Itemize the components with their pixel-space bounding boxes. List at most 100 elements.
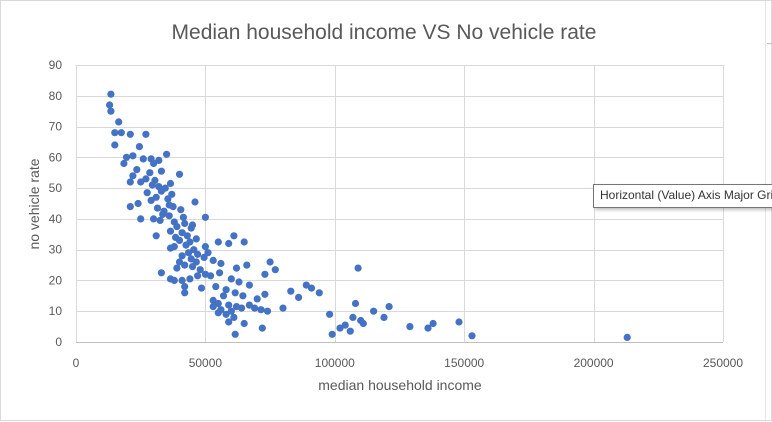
data-point[interactable] (106, 101, 114, 109)
resize-handle-edge[interactable] (765, 1, 772, 422)
data-point[interactable] (107, 107, 115, 115)
x-axis-tick-labels[interactable]: 0 50000 100000 150000 200000 250000 (73, 356, 744, 370)
data-point[interactable] (150, 159, 158, 168)
data-point[interactable] (196, 266, 204, 274)
data-point[interactable] (129, 172, 137, 180)
data-point[interactable] (181, 219, 189, 228)
data-point[interactable] (214, 238, 222, 246)
data-point[interactable] (424, 324, 432, 332)
data-point[interactable] (222, 310, 230, 318)
data-point[interactable] (230, 232, 238, 240)
data-point[interactable] (194, 250, 202, 258)
data-point[interactable] (315, 289, 323, 297)
data-point[interactable] (251, 304, 259, 312)
data-point[interactable] (194, 272, 202, 280)
data-point[interactable] (336, 324, 344, 332)
data-point[interactable] (192, 235, 200, 243)
data-point[interactable] (227, 307, 235, 315)
data-point[interactable] (240, 238, 248, 246)
data-point[interactable] (115, 118, 123, 126)
data-point[interactable] (187, 224, 195, 232)
data-point[interactable] (164, 195, 172, 203)
data-point[interactable] (175, 236, 184, 244)
data-point[interactable] (182, 241, 190, 249)
data-point[interactable] (185, 249, 193, 257)
data-point[interactable] (117, 129, 125, 137)
data-point[interactable] (173, 223, 181, 231)
data-point[interactable] (307, 284, 316, 292)
data-point[interactable] (261, 290, 269, 298)
data-point[interactable] (166, 244, 175, 252)
data-point[interactable] (225, 301, 233, 309)
data-point[interactable] (146, 169, 154, 177)
data-point[interactable] (429, 319, 437, 328)
data-point[interactable] (406, 323, 414, 331)
data-point[interactable] (166, 227, 175, 235)
data-point[interactable] (279, 304, 287, 312)
data-point[interactable] (126, 130, 134, 138)
data-point[interactable] (181, 283, 189, 291)
data-point[interactable] (166, 275, 175, 283)
data-point[interactable] (354, 264, 362, 272)
data-point[interactable] (178, 276, 186, 284)
data-point[interactable] (191, 198, 199, 206)
data-point[interactable] (253, 295, 261, 303)
data-point[interactable] (178, 252, 186, 260)
data-point[interactable] (271, 266, 279, 274)
y-axis-title[interactable]: no vehicle rate (26, 158, 42, 249)
x-axis-title[interactable]: median household income (318, 377, 482, 393)
data-point[interactable] (179, 213, 187, 221)
data-point[interactable] (150, 215, 158, 223)
data-point[interactable] (142, 175, 150, 183)
y-axis-tick-labels[interactable]: 0 10 20 30 40 50 60 70 80 90 (49, 58, 63, 349)
resize-handle-tick[interactable] (767, 43, 772, 44)
data-point[interactable] (142, 130, 150, 138)
data-point[interactable] (133, 166, 141, 174)
data-point[interactable] (129, 152, 137, 160)
data-point[interactable] (231, 289, 239, 297)
data-point[interactable] (188, 263, 197, 271)
data-point[interactable] (287, 287, 295, 295)
data-point[interactable] (380, 313, 388, 321)
data-point[interactable] (156, 216, 164, 224)
data-point[interactable] (157, 167, 165, 175)
data-point[interactable] (455, 318, 463, 326)
data-point[interactable] (385, 303, 393, 311)
data-point[interactable] (166, 179, 175, 188)
data-point[interactable] (152, 232, 160, 240)
data-point[interactable] (137, 178, 145, 186)
data-point[interactable] (111, 129, 119, 137)
data-point[interactable] (135, 143, 143, 151)
data-point[interactable] (181, 289, 189, 297)
data-point[interactable] (143, 189, 151, 197)
data-point[interactable] (186, 275, 194, 283)
data-point[interactable] (157, 187, 165, 195)
data-point[interactable] (222, 286, 230, 294)
data-series[interactable] (106, 90, 631, 341)
data-point[interactable] (177, 206, 185, 214)
data-point[interactable] (245, 301, 253, 309)
data-point[interactable] (122, 153, 131, 161)
data-point[interactable] (209, 256, 217, 264)
data-point[interactable] (370, 307, 378, 315)
data-point[interactable] (169, 203, 177, 211)
data-point[interactable] (238, 304, 246, 312)
data-point[interactable] (155, 156, 163, 164)
data-point[interactable] (165, 212, 173, 220)
data-point[interactable] (349, 313, 357, 321)
data-point[interactable] (175, 258, 184, 266)
data-point[interactable] (302, 281, 310, 289)
data-point[interactable] (239, 292, 247, 300)
data-point[interactable] (468, 332, 476, 340)
data-point[interactable] (207, 272, 215, 280)
data-point[interactable] (120, 159, 128, 168)
data-point[interactable] (258, 324, 266, 332)
data-point[interactable] (153, 204, 162, 212)
data-point[interactable] (209, 303, 217, 311)
data-point[interactable] (295, 293, 303, 301)
data-point[interactable] (157, 269, 165, 277)
data-point[interactable] (359, 319, 367, 328)
data-point[interactable] (147, 196, 155, 204)
data-point[interactable] (163, 150, 171, 158)
